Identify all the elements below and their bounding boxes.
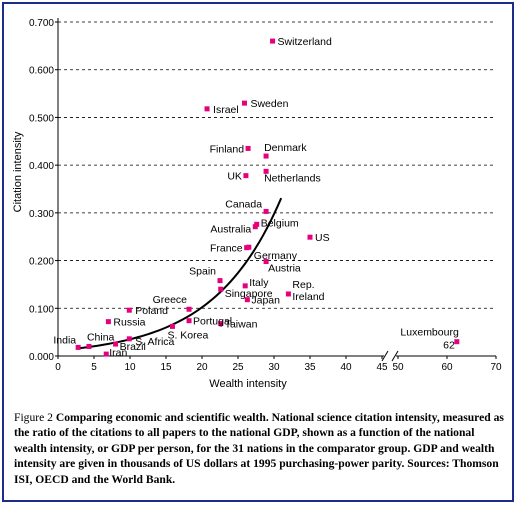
data-point <box>270 38 276 44</box>
data-point <box>86 343 92 349</box>
data-point <box>254 221 260 227</box>
point-label: Russia <box>113 317 145 329</box>
data-point <box>242 283 248 289</box>
x-tick-label: 15 <box>160 362 172 373</box>
trend-curve <box>75 197 283 350</box>
data-points <box>75 38 460 357</box>
point-label: Netherlands <box>264 172 321 184</box>
data-point <box>186 318 192 324</box>
point-label: Switzerland <box>278 36 332 48</box>
point-label: Canada <box>225 198 262 210</box>
axes <box>55 18 497 359</box>
x-tick-label: 0 <box>55 362 61 373</box>
y-tick-label: 0.500 <box>29 113 54 124</box>
x-tick-label: 20 <box>196 362 208 373</box>
point-label: Finland <box>210 143 245 155</box>
figure-caption-text: Comparing economic and scientific wealth… <box>14 411 504 486</box>
x-axis-label: Wealth intensity <box>209 378 287 390</box>
scatter-chart: 0.000 0.100 0.200 0.300 0.400 0.500 0.600 0.700… <box>12 18 502 390</box>
data-point <box>285 291 291 297</box>
point-label: Sweden <box>250 98 288 110</box>
point-label: Australia <box>210 224 251 236</box>
point-label: UK <box>227 171 242 183</box>
y-axis-label: Citation intensity <box>12 131 24 212</box>
point-label: Austria <box>268 263 301 275</box>
point-label: France <box>210 243 243 255</box>
y-tick-label: 0.100 <box>29 304 54 315</box>
data-point <box>243 173 249 179</box>
point-label: S. Africa <box>135 336 174 348</box>
point-label: Singapore <box>225 288 273 300</box>
point-label: Japan <box>251 295 280 307</box>
x-tick-label: 60 <box>441 362 453 373</box>
axis-break-slash <box>381 350 389 362</box>
figure-frame: 0.000 0.100 0.200 0.300 0.400 0.500 0.600 0.700… <box>2 2 514 502</box>
x-tick-label: 5 <box>91 362 97 373</box>
data-point <box>204 106 210 112</box>
axis-break-marker <box>381 350 399 362</box>
data-point <box>307 234 313 240</box>
x-tick-label: 30 <box>268 362 280 373</box>
data-point <box>113 341 119 347</box>
y-tick-label: 0.000 <box>29 352 54 363</box>
gridlines <box>58 21 496 309</box>
point-label: Denmark <box>264 142 307 154</box>
data-point <box>217 278 223 284</box>
point-label: Rep. Ireland <box>292 279 324 303</box>
point-label: Israel <box>213 104 239 116</box>
point-label: Spain <box>189 266 216 278</box>
data-point <box>75 344 81 350</box>
point-label: Iran <box>109 347 127 359</box>
point-label: Germany <box>254 250 298 262</box>
y-tick-label: 0.400 <box>29 161 54 172</box>
y-tick-label: 0.700 <box>29 18 54 29</box>
data-point <box>263 168 269 174</box>
data-point <box>263 153 269 159</box>
axis-break-gap <box>384 350 396 362</box>
data-point <box>454 339 460 345</box>
x-tick-label: 50 <box>392 362 404 373</box>
point-label: Taiwan <box>225 319 258 331</box>
point-label: Brazil <box>120 341 146 353</box>
data-point <box>245 145 251 151</box>
y-tick-label: 0.200 <box>29 257 54 268</box>
data-point <box>263 208 269 214</box>
data-point <box>241 100 247 106</box>
x-tick-label: 10 <box>124 362 136 373</box>
point-label: S. Korea <box>167 329 208 341</box>
x-tick-labels: 0 5 10 15 20 25 30 35 40 45 50 60 70 <box>55 362 502 373</box>
axis-break-slash <box>391 350 399 362</box>
point-label: Italy <box>249 277 269 289</box>
point-labels: Switzerland Israel Sweden Finland Denmark UK N… <box>53 36 459 359</box>
point-label: US <box>315 232 330 244</box>
y-tick-label: 0.300 <box>29 209 54 220</box>
data-point <box>126 336 132 342</box>
x-tick-label: 40 <box>340 362 352 373</box>
y-tick-label: 0.600 <box>29 66 54 77</box>
x-tick-label: 25 <box>232 362 244 373</box>
point-label: India <box>53 334 76 346</box>
data-point <box>246 244 252 250</box>
y-tick-labels: 0.000 0.100 0.200 0.300 0.400 0.500 0.600 0.700 <box>29 18 54 363</box>
data-point <box>218 321 224 327</box>
data-point <box>263 259 269 265</box>
data-point <box>186 306 192 312</box>
data-point <box>105 319 111 325</box>
x-tick-label: 45 <box>376 362 388 373</box>
data-point <box>244 297 250 303</box>
data-point <box>126 307 132 313</box>
figure-caption: Figure 2 Comparing economic and scientif… <box>14 410 508 487</box>
point-label: Poland <box>135 305 168 317</box>
x-tick-label: 70 <box>490 362 502 373</box>
data-point <box>218 286 224 292</box>
x-tick-label: 35 <box>304 362 316 373</box>
data-point <box>169 323 175 329</box>
figure-number: Figure 2 <box>14 411 53 424</box>
point-label: Portugal <box>193 316 232 328</box>
point-label: Belgium <box>261 217 299 229</box>
point-label: China <box>87 331 115 343</box>
point-label: Greece <box>153 294 188 306</box>
data-point <box>103 351 109 357</box>
point-label: Luxembourg 62 <box>400 327 459 352</box>
